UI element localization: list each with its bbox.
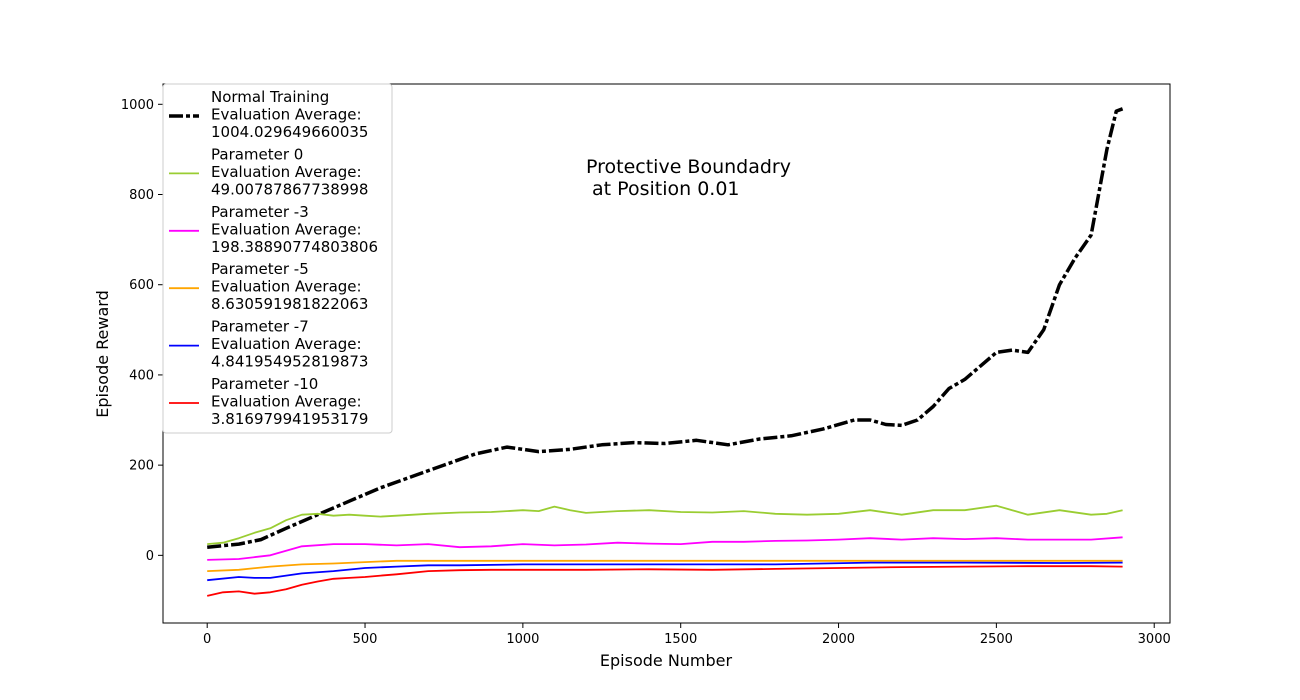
y-tick-label-0: 0 <box>146 549 154 564</box>
legend-label-3-line-0: Parameter -5 <box>211 260 309 278</box>
series-line-1 <box>207 504 1123 545</box>
x-tick-label-1: 500 <box>353 632 378 647</box>
annotation: Protective Boundadry at Position 0.01 <box>586 156 791 200</box>
x-tick-label-6: 3000 <box>1138 632 1171 647</box>
legend-label-2-line-0: Parameter -3 <box>211 203 309 221</box>
legend-label-5-line-2: 3.816979941953179 <box>211 410 368 428</box>
annotation-line-2: at Position 0.01 <box>586 178 740 200</box>
legend-label-1-line-2: 49.00787867738998 <box>211 180 368 198</box>
legend-label-0-line-0: Normal Training <box>211 88 329 106</box>
x-tick-label-5: 2500 <box>980 632 1013 647</box>
legend-label-0-line-1: Evaluation Average: <box>211 106 362 124</box>
legend-label-2-line-1: Evaluation Average: <box>211 220 362 238</box>
series-line-3 <box>207 559 1123 572</box>
y-tick-label-2: 400 <box>129 368 154 383</box>
x-tick-label-4: 2000 <box>822 632 855 647</box>
annotation-line-1: Protective Boundadry <box>586 156 791 178</box>
series-line-4 <box>207 561 1123 582</box>
legend-label-3-line-2: 8.630591981822063 <box>211 295 368 313</box>
x-tick-label-3: 1500 <box>664 632 697 647</box>
legend-label-4-line-2: 4.841954952819873 <box>211 353 368 371</box>
series-layer <box>207 107 1124 597</box>
legend-label-1-line-1: Evaluation Average: <box>211 163 362 181</box>
legend-label-3-line-1: Evaluation Average: <box>211 278 362 296</box>
legend-label-2-line-2: 198.38890774803806 <box>211 238 378 256</box>
x-axis-label: Episode Number <box>600 651 733 670</box>
legend-label-0-line-2: 1004.029649660035 <box>211 123 368 141</box>
x-ticks: 0 500 1000 1500 2000 2500 3000 <box>203 623 1171 647</box>
series-line-5 <box>207 565 1123 597</box>
series-line-2 <box>207 536 1123 561</box>
y-tick-label-5: 1000 <box>121 98 154 113</box>
series-line-0 <box>207 107 1124 549</box>
y-tick-label-3: 600 <box>129 278 154 293</box>
legend-label-5-line-1: Evaluation Average: <box>211 393 362 411</box>
y-axis-label: Episode Reward <box>93 290 112 418</box>
y-tick-label-1: 200 <box>129 459 154 474</box>
legend-label-4-line-0: Parameter -7 <box>211 318 309 336</box>
x-tick-label-0: 0 <box>203 632 211 647</box>
legend-box <box>162 83 393 434</box>
legend-label-5-line-0: Parameter -10 <box>211 375 318 393</box>
x-tick-label-2: 1000 <box>506 632 539 647</box>
legend-label-4-line-1: Evaluation Average: <box>211 335 362 353</box>
legend-label-1-line-0: Parameter 0 <box>211 145 303 163</box>
y-tick-label-4: 800 <box>129 188 154 203</box>
y-ticks: 0 200 400 600 800 1000 <box>121 98 163 564</box>
legend: Normal Training Evaluation Average: 1004… <box>162 83 393 434</box>
